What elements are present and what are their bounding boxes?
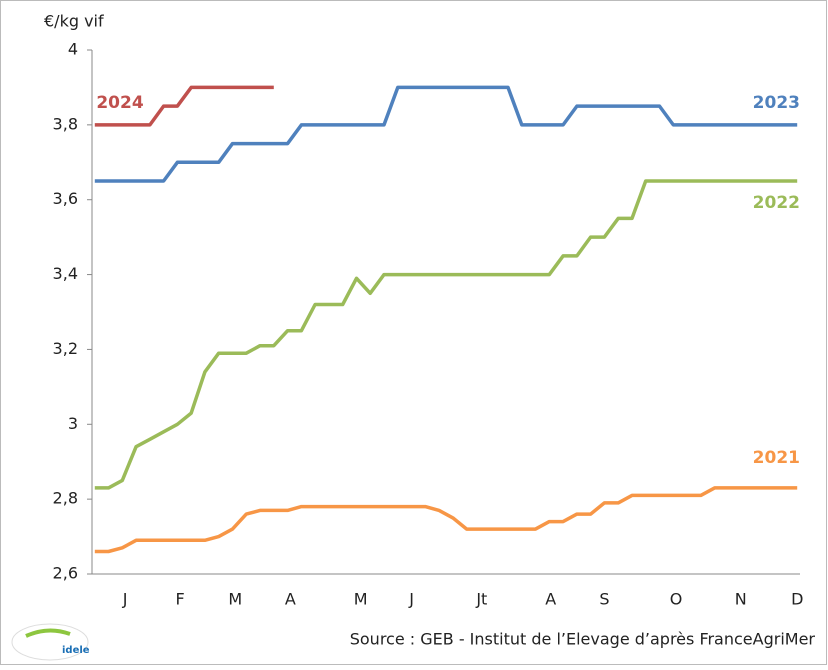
y-axis-label: €/kg vif <box>44 12 104 31</box>
series-line <box>94 179 798 490</box>
x-tick-label: F <box>176 590 185 609</box>
y-tick-label: 3,8 <box>53 114 78 133</box>
series-line <box>94 85 798 183</box>
y-tick-label: 4 <box>68 40 78 59</box>
x-tick-label: O <box>670 590 683 609</box>
y-tick-label: 3,2 <box>53 339 78 358</box>
y-tick-label: 3,6 <box>53 189 78 208</box>
y-tick-label: 2,6 <box>53 564 78 583</box>
series-label: 2024 <box>96 93 143 113</box>
logo: idele <box>11 623 90 661</box>
x-tick-label: J <box>408 590 414 609</box>
logo-text: idele <box>62 645 90 656</box>
x-tick-label: A <box>545 590 556 609</box>
y-tick-label: 2,8 <box>53 489 78 508</box>
x-tick-label: M <box>354 590 368 609</box>
source: Source : GEB - Institut de l’Elevage d’a… <box>350 630 816 649</box>
x-tick-label: N <box>735 590 747 609</box>
x-tick-label: A <box>285 590 296 609</box>
x-tick-label: J <box>122 590 128 609</box>
series-label: 2023 <box>753 93 800 113</box>
x-tick-label: D <box>791 590 803 609</box>
series-label: 2021 <box>753 448 800 468</box>
series-line <box>94 85 274 127</box>
x-tick-label: Jt <box>475 590 487 609</box>
series-label: 2022 <box>753 193 800 213</box>
x-tick-label: S <box>599 590 609 609</box>
x-tick-label: M <box>228 590 242 609</box>
y-tick-label: 3,4 <box>53 264 78 283</box>
logo-swoosh <box>25 628 71 638</box>
series-line <box>94 486 798 554</box>
y-tick-label: 3 <box>68 414 78 433</box>
